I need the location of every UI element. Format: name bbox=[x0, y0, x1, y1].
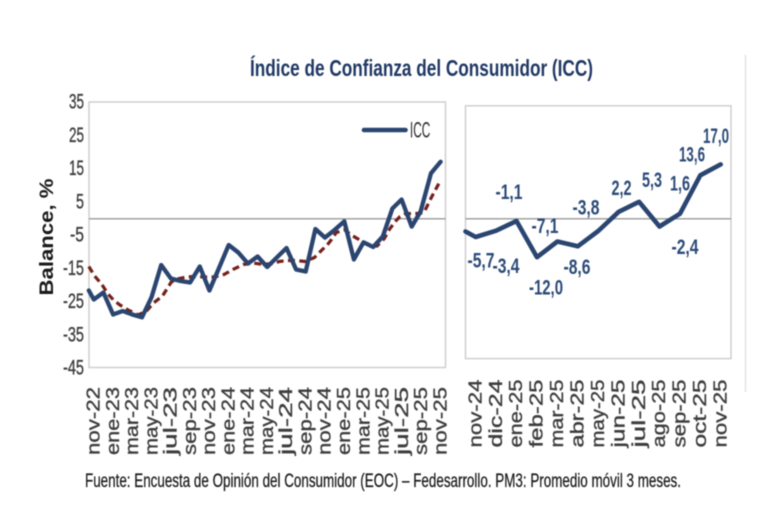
svg-text:-3,8: -3,8 bbox=[573, 197, 600, 220]
svg-text:sep-23: sep-23 bbox=[179, 387, 200, 455]
svg-text:jul-25: jul-25 bbox=[391, 387, 412, 457]
svg-text:1,6: 1,6 bbox=[670, 173, 690, 196]
svg-text:5,3: 5,3 bbox=[642, 169, 662, 192]
svg-text:-35: -35 bbox=[63, 324, 84, 347]
svg-text:abr-25: abr-25 bbox=[567, 380, 588, 448]
svg-text:2,2: 2,2 bbox=[612, 177, 632, 200]
svg-text:-15: -15 bbox=[63, 257, 84, 280]
svg-text:jul-24: jul-24 bbox=[275, 387, 296, 457]
svg-text:may-25: may-25 bbox=[587, 380, 608, 448]
svg-text:13,6: 13,6 bbox=[679, 144, 705, 167]
svg-text:-5,7: -5,7 bbox=[468, 249, 495, 272]
svg-text:sep-24: sep-24 bbox=[295, 387, 316, 455]
svg-text:17,0: 17,0 bbox=[703, 125, 729, 148]
svg-text:ene-23: ene-23 bbox=[102, 387, 123, 455]
svg-text:dic-24: dic-24 bbox=[485, 380, 506, 448]
svg-text:Fuente: Encuesta de Opinión de: Fuente: Encuesta de Opinión del Consumid… bbox=[85, 471, 681, 492]
svg-text:sep-25: sep-25 bbox=[669, 380, 690, 448]
svg-text:-8,6: -8,6 bbox=[564, 256, 591, 279]
svg-text:feb-25: feb-25 bbox=[526, 380, 547, 448]
svg-text:nov-22: nov-22 bbox=[83, 387, 104, 455]
svg-text:may-24: may-24 bbox=[256, 387, 277, 455]
svg-text:jun-25: jun-25 bbox=[607, 380, 628, 449]
svg-text:nov-25: nov-25 bbox=[429, 387, 450, 455]
svg-text:mar-24: mar-24 bbox=[237, 387, 258, 455]
svg-text:Balance, %: Balance, % bbox=[36, 179, 58, 296]
svg-text:ene-25: ene-25 bbox=[505, 380, 526, 448]
svg-text:-7,1: -7,1 bbox=[532, 215, 559, 238]
svg-text:jul-25: jul-25 bbox=[628, 380, 649, 450]
svg-text:-45: -45 bbox=[63, 357, 84, 380]
svg-text:-1,1: -1,1 bbox=[496, 181, 523, 204]
svg-text:-3,4: -3,4 bbox=[493, 255, 520, 278]
svg-text:ICC: ICC bbox=[410, 117, 431, 142]
svg-text:nov-24: nov-24 bbox=[314, 387, 335, 455]
svg-text:-5: -5 bbox=[70, 224, 84, 247]
svg-text:ene-24: ene-24 bbox=[217, 387, 238, 455]
svg-text:-12,0: -12,0 bbox=[529, 277, 563, 300]
svg-text:nov-23: nov-23 bbox=[198, 387, 219, 455]
svg-text:35: 35 bbox=[69, 91, 84, 114]
svg-text:oct-25: oct-25 bbox=[689, 380, 710, 448]
svg-text:jul-23: jul-23 bbox=[160, 387, 181, 457]
svg-text:mar-25: mar-25 bbox=[352, 387, 373, 455]
svg-text:-2,4: -2,4 bbox=[672, 236, 699, 259]
svg-text:mar-25: mar-25 bbox=[546, 380, 567, 448]
svg-text:-25: -25 bbox=[63, 290, 84, 313]
svg-text:sep-25: sep-25 bbox=[410, 387, 431, 455]
svg-text:nov-24: nov-24 bbox=[464, 380, 485, 448]
svg-text:15: 15 bbox=[69, 157, 84, 180]
svg-text:25: 25 bbox=[69, 124, 84, 147]
svg-text:5: 5 bbox=[76, 191, 84, 214]
svg-text:mar-23: mar-23 bbox=[121, 387, 142, 455]
svg-text:nov-25: nov-25 bbox=[709, 380, 730, 448]
svg-text:Índice de Confianza del Consum: Índice de Confianza del Consumidor (ICC) bbox=[250, 54, 593, 81]
svg-text:may-25: may-25 bbox=[372, 387, 393, 455]
svg-text:may-23: may-23 bbox=[140, 387, 161, 455]
svg-text:ago-25: ago-25 bbox=[648, 380, 669, 448]
svg-text:ene-25: ene-25 bbox=[333, 387, 354, 455]
